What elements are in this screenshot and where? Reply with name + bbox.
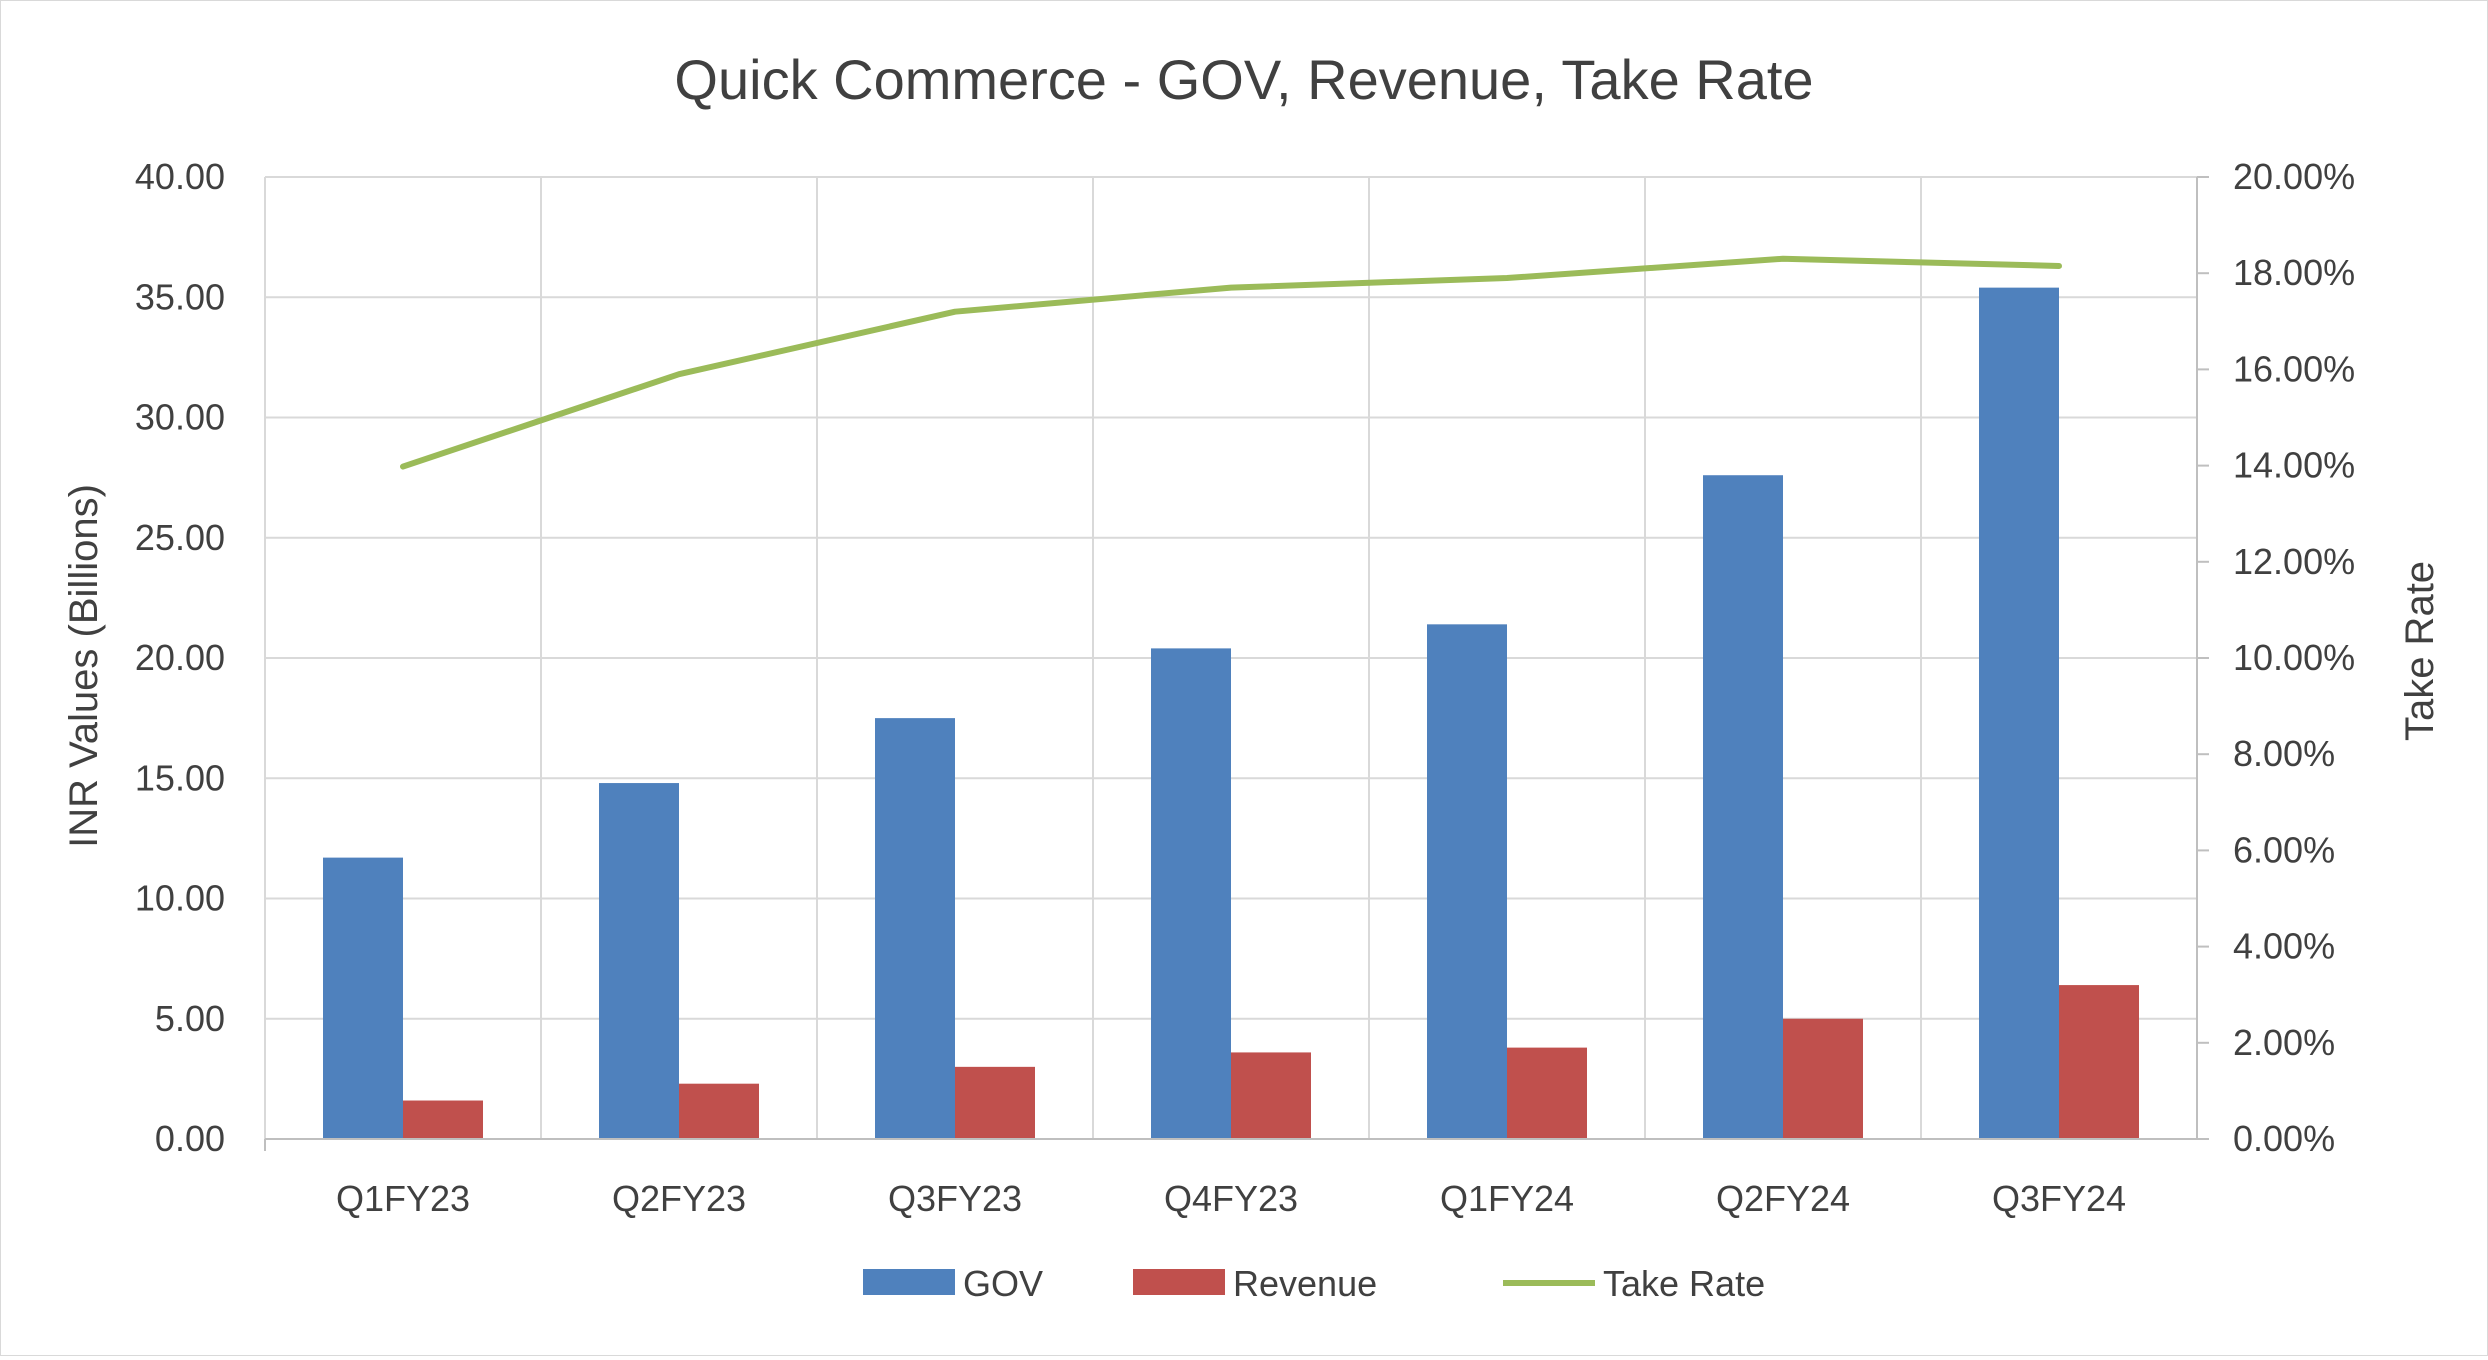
left-tick-label: 5.00 <box>155 998 225 1039</box>
revenue-bar <box>1783 1018 1863 1139</box>
gridlines <box>264 176 2198 1139</box>
right-tick-label: 6.00% <box>2233 829 2335 870</box>
revenue-bar <box>403 1100 483 1139</box>
category-label: Q3FY23 <box>888 1178 1022 1219</box>
left-tick-label: 30.00 <box>135 397 225 438</box>
right-tick-label: 10.00% <box>2233 637 2355 678</box>
revenue-bar <box>2059 985 2139 1139</box>
right-tick-label: 0.00% <box>2233 1118 2335 1159</box>
gov-bar <box>1979 287 2059 1139</box>
gov-bar <box>1703 475 1783 1140</box>
right-tick-label: 18.00% <box>2233 252 2355 293</box>
legend-label-gov: GOV <box>963 1263 1043 1304</box>
gov-bar <box>875 718 955 1139</box>
left-tick-label: 15.00 <box>135 757 225 798</box>
gov-bar <box>1427 624 1507 1139</box>
bars <box>323 287 2139 1140</box>
gov-bar <box>1151 648 1231 1139</box>
legend: GOV Revenue Take Rate <box>863 1263 1765 1304</box>
right-tick-label: 2.00% <box>2233 1022 2335 1063</box>
legend-swatch-gov <box>863 1269 955 1295</box>
left-tick-label: 40.00 <box>135 156 225 197</box>
left-tick-label: 10.00 <box>135 878 225 919</box>
left-tick-label: 0.00 <box>155 1118 225 1159</box>
revenue-bar <box>679 1083 759 1139</box>
right-tick-label: 8.00% <box>2233 733 2335 774</box>
take-rate-line <box>400 255 2062 470</box>
right-tick-label: 12.00% <box>2233 541 2355 582</box>
revenue-bar <box>1231 1052 1311 1139</box>
legend-swatch-revenue <box>1133 1269 1225 1295</box>
category-label: Q4FY23 <box>1164 1178 1298 1219</box>
category-label: Q1FY24 <box>1440 1178 1574 1219</box>
revenue-bar <box>955 1066 1035 1139</box>
revenue-bar <box>1507 1047 1587 1139</box>
right-tick-label: 20.00% <box>2233 156 2355 197</box>
left-axis-title: INR Values (Billions) <box>62 484 106 848</box>
category-label: Q1FY23 <box>336 1178 470 1219</box>
left-tick-label: 20.00 <box>135 637 225 678</box>
gov-bar <box>323 857 403 1139</box>
take-rate-line-group <box>400 255 2062 470</box>
left-tick-label: 25.00 <box>135 517 225 558</box>
right-axis-title: Take Rate <box>2398 561 2442 741</box>
right-tick-label: 14.00% <box>2233 445 2355 486</box>
legend-label-take-rate: Take Rate <box>1603 1263 1765 1304</box>
axes: 0.00 5.00 10.00 15.00 20.00 25.00 30.00 35.00 40… <box>135 156 2355 1219</box>
legend-label-revenue: Revenue <box>1233 1263 1377 1304</box>
chart-title: Quick Commerce - GOV, Revenue, Take Rate <box>674 48 1813 111</box>
category-label: Q2FY24 <box>1716 1178 1850 1219</box>
right-tick-label: 4.00% <box>2233 926 2335 967</box>
right-tick-label: 16.00% <box>2233 348 2355 389</box>
left-tick-label: 35.00 <box>135 276 225 317</box>
category-label: Q3FY24 <box>1992 1178 2126 1219</box>
category-label: Q2FY23 <box>612 1178 746 1219</box>
gov-bar <box>599 783 679 1139</box>
